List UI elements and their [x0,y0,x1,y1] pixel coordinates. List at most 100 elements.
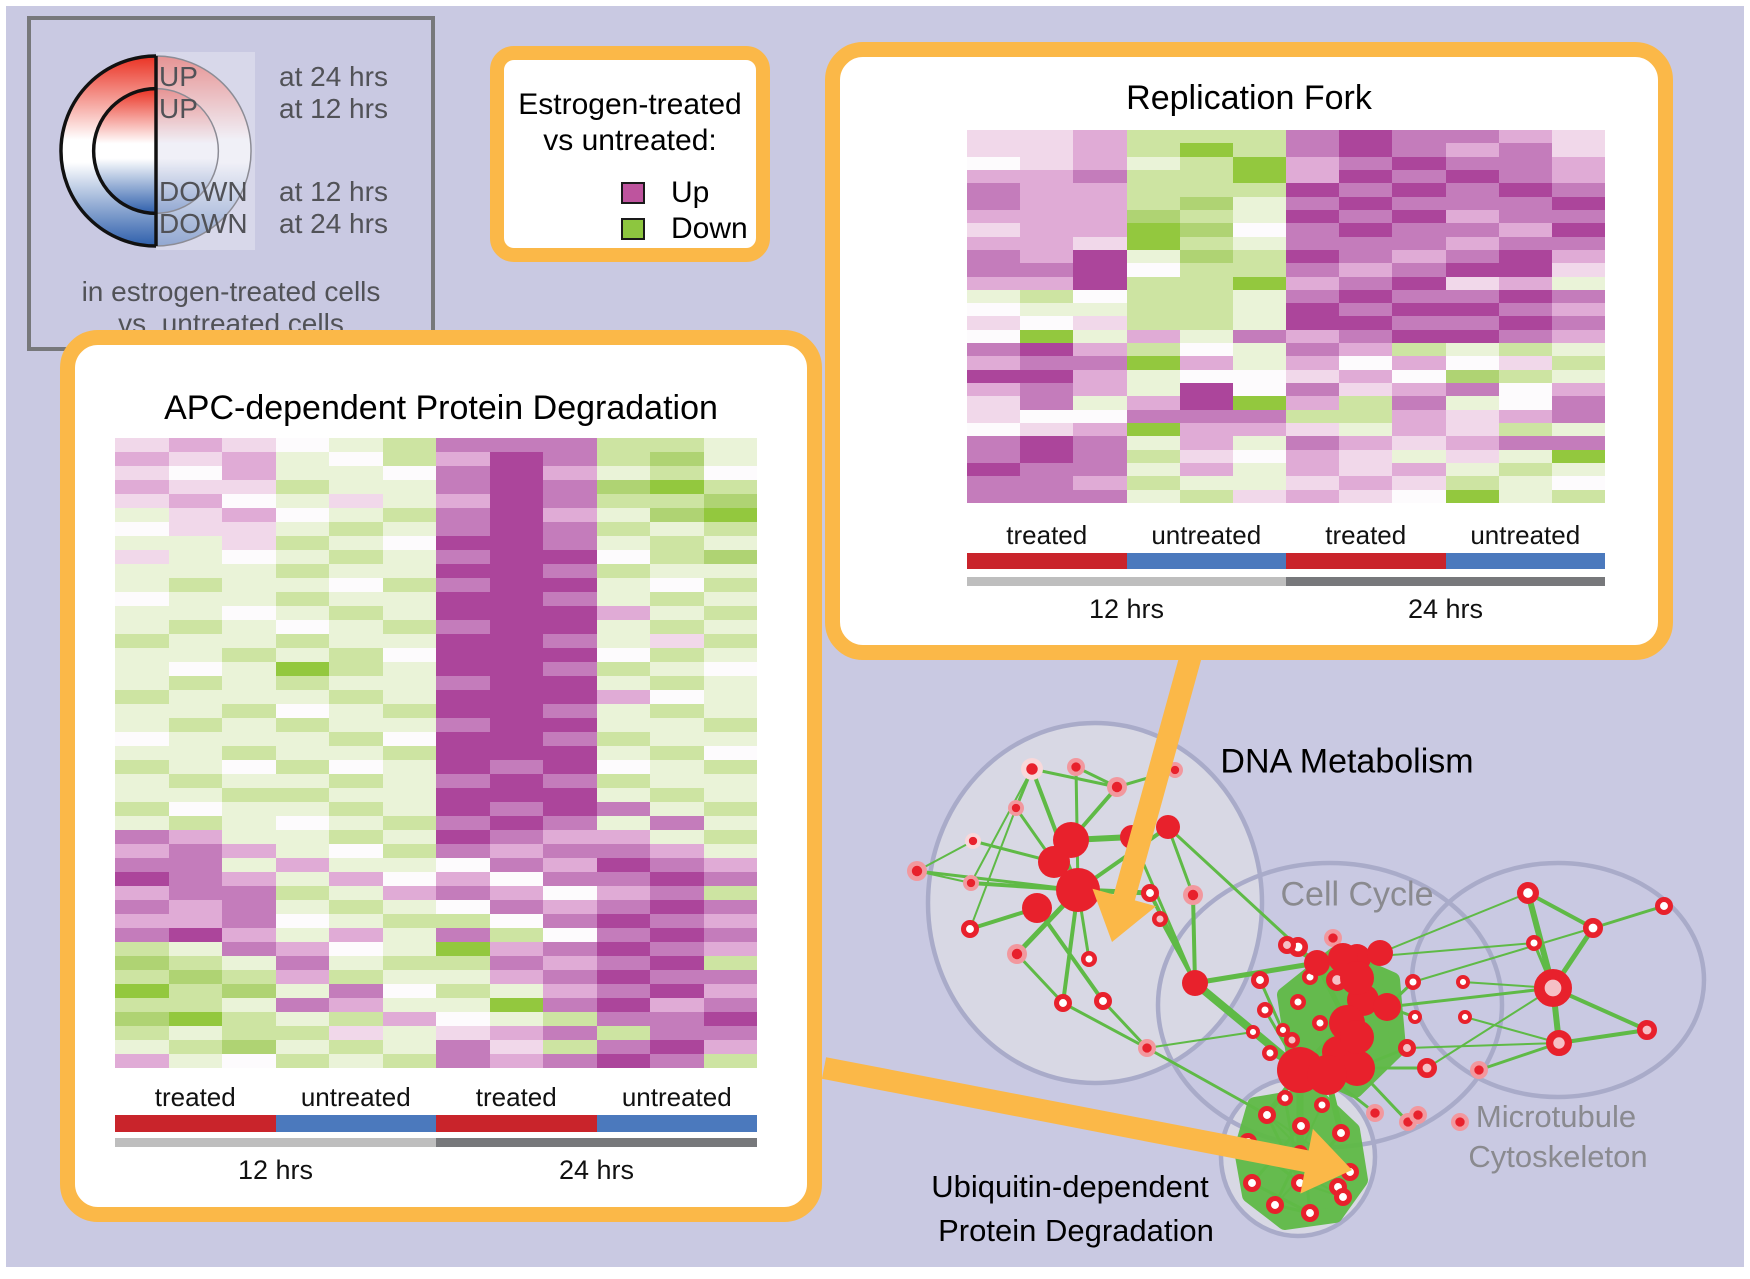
heatmap-cell [489,438,543,452]
heatmap-cell [1551,316,1605,330]
heatmap-cell [115,718,169,732]
rf-time-label-12: 12 hrs [1088,594,1165,624]
heatmap-cell [168,592,222,606]
heatmap-cell [1020,476,1074,490]
apc-condition-labels: treated untreated treated untreated [115,1082,757,1113]
heatmap-cell [1232,143,1286,157]
heatmap-cell [382,802,436,816]
heatmap-cell [436,522,490,536]
heatmap-cell [168,620,222,634]
heatmap-cell [115,606,169,620]
heatmap-cell [1339,169,1393,184]
heatmap-cell [1073,169,1127,184]
heatmap-cell [168,830,222,844]
heatmap-cell [275,634,329,648]
heatmap-cell [596,508,650,522]
heatmap-cell [1445,209,1499,224]
heatmap-cell [329,872,383,886]
heatmap-cell [222,732,276,746]
heatmap-cell [275,1040,329,1054]
heatmap-cell [650,914,704,928]
heatmap-cell [382,648,436,662]
heatmap-cell [1073,343,1127,357]
apc-col-label-treated-12: treated [154,1082,236,1112]
heatmap-cell [115,914,169,928]
heatmap-cell [650,830,704,844]
heatmap-cell [1445,236,1499,250]
heatmap-cell [168,816,222,830]
heatmap-cell [222,956,276,970]
heatmap-cell [1551,476,1605,490]
heatmap-cell [222,606,276,620]
callout-arrow-shaft [1112,645,1204,905]
heatmap-cell [596,676,650,690]
network-node [1080,950,1097,967]
rf-time-label-24: 24 hrs [1407,594,1484,624]
heatmap-cell [650,676,704,690]
heatmap-cell [222,774,276,788]
heatmap-cell [1179,249,1233,264]
heatmap-cell [115,438,169,452]
heatmap-cell [1073,156,1127,170]
heatmap-cell [222,522,276,536]
heatmap-cell [222,578,276,592]
heatmap-cell [967,329,1021,344]
heatmap-cell [436,718,490,732]
heatmap-cell [1179,130,1233,144]
heatmap-cell [1179,329,1233,344]
network-node [1256,1001,1273,1018]
heatmap-cell [1551,169,1605,184]
heatmap-cell [1498,423,1552,437]
heatmap-cell [1073,276,1127,290]
rf-col-label-untreated-24: untreated [1470,520,1581,550]
heatmap-cell [1498,249,1552,264]
heatmap-cell [382,774,436,788]
heatmap-cell [703,942,757,956]
network-edge [1385,986,1555,1009]
heatmap-cell [543,578,597,592]
heatmap-cell [1286,489,1340,503]
heatmap-cell [222,970,276,984]
heatmap-cell [329,802,383,816]
heatmap-cell [275,928,329,942]
heatmap-cell [967,303,1021,317]
heatmap-cell [703,914,757,928]
heatmap-cell [1179,343,1233,357]
heatmap-cell [967,263,1021,277]
heatmap-cell [1286,423,1340,437]
heatmap-cell [1020,303,1074,317]
heatmap-cell [703,844,757,858]
heatmap-cell [1392,143,1446,157]
heatmap-cell [222,494,276,508]
heatmap-cell [222,788,276,802]
heatmap-cell [436,452,490,466]
heatmap-cell [1073,196,1127,210]
heatmap-cell [168,718,222,732]
heatmap-cell [1551,463,1605,477]
heatmap-cell [967,409,1021,424]
network-node [1307,1055,1347,1095]
heatmap-cell [1179,223,1233,237]
heatmap-cell [222,760,276,774]
heatmap-cell [1498,303,1552,317]
heatmap-cell [382,620,436,634]
heatmap-cell [1286,369,1340,384]
heatmap-cell [168,760,222,774]
heatmap-cell [703,928,757,942]
heatmap-cell [489,956,543,970]
heatmap-cell [1392,409,1446,424]
heatmap-cell [329,634,383,648]
heatmap-cell [329,662,383,676]
network-edge [970,768,1033,884]
heatmap-cell [1392,196,1446,210]
network-node-core [1071,762,1081,772]
heatmap-cell [650,984,704,998]
heatmap-cell [1498,436,1552,450]
heatmap-cell [596,578,650,592]
heatmap-cell [543,508,597,522]
heatmap-cell [1286,209,1340,224]
heatmap-cell [650,746,704,760]
heatmap-cell [1498,236,1552,250]
